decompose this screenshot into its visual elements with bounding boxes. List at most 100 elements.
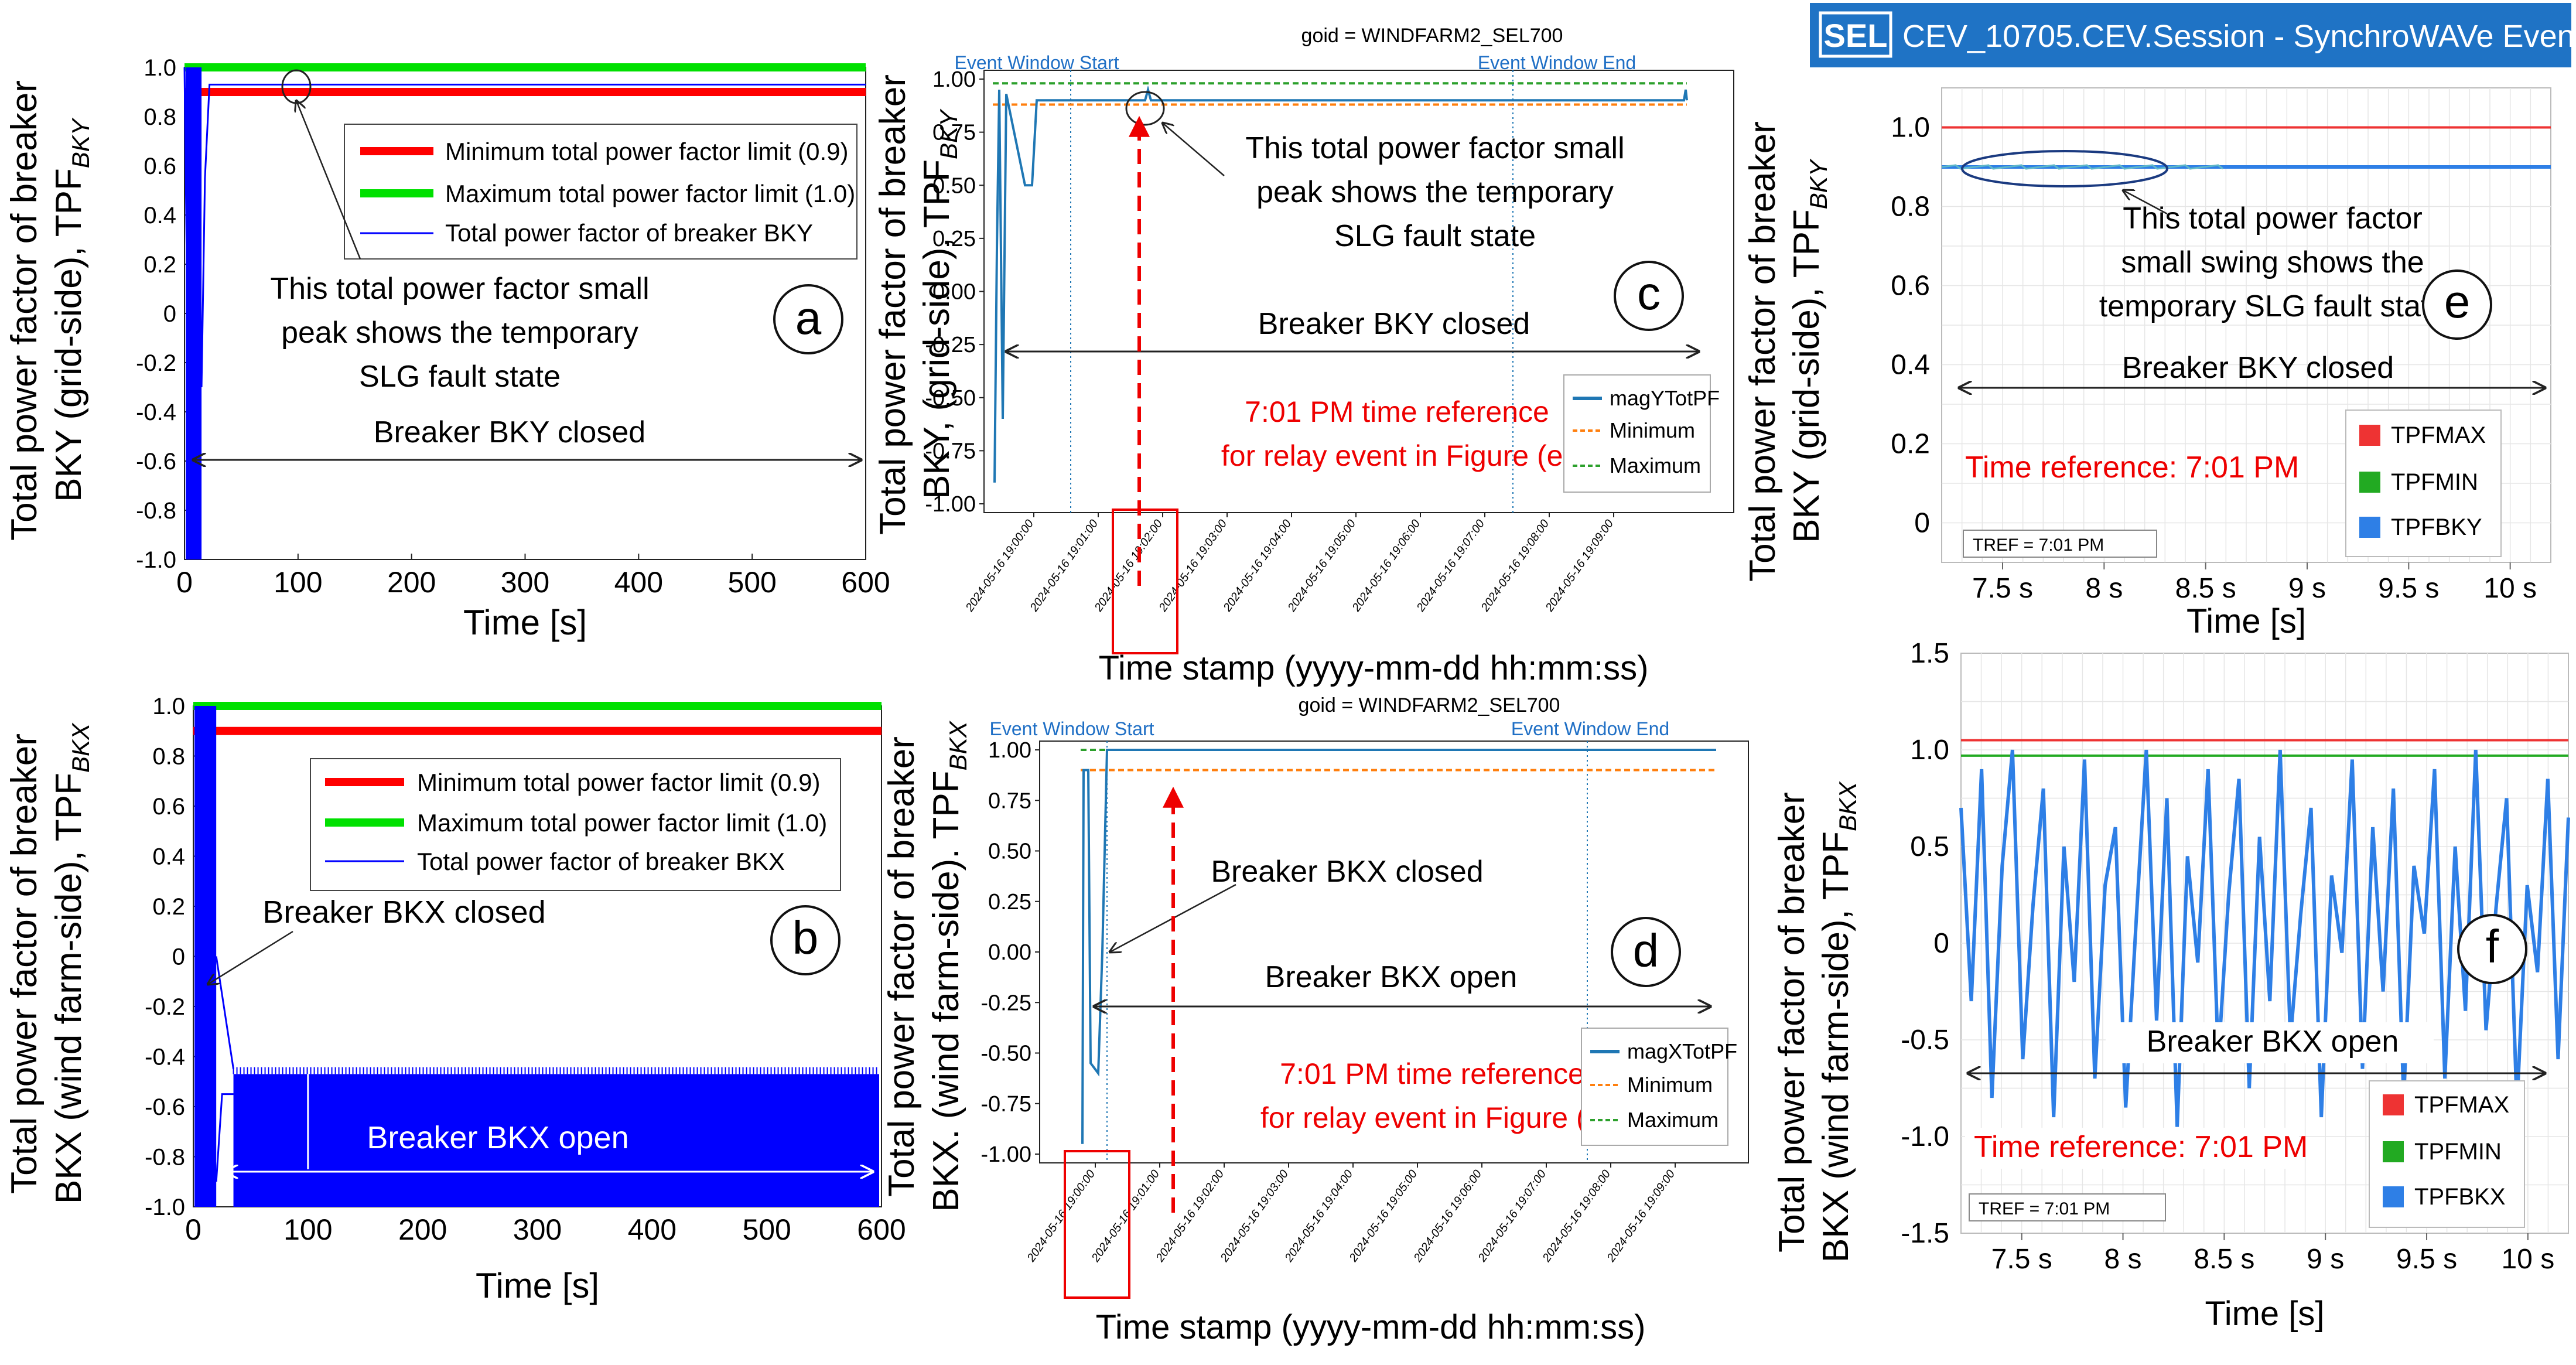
- panel-b-open-label: Breaker BKX open: [367, 1120, 628, 1155]
- e-x-tick-label: 9 s: [2288, 573, 2326, 604]
- panel-c-ylabel-2: BKY, (grid-side), TPFBKY: [917, 108, 962, 499]
- c-y-tick-label: 0.25: [932, 227, 976, 251]
- a-y-tick-label: -0.8: [136, 498, 176, 524]
- b-y-tick-label: -0.6: [145, 1094, 185, 1120]
- panel-a-annotation-1: This total power factor small: [270, 272, 649, 306]
- panel-d-ylabel-1: Total power factor of breaker: [882, 736, 922, 1197]
- panel-c-xlabel: Time stamp (yyyy-mm-dd hh:mm:ss): [1099, 649, 1649, 687]
- a-x-tick-label: 300: [501, 566, 549, 599]
- legend-a-min: Minimum total power factor limit (0.9): [445, 138, 849, 165]
- f-x-tick-label: 7.5 s: [1991, 1244, 2052, 1275]
- panel-e-annotation-2: small swing shows the: [2121, 245, 2424, 279]
- b-y-tick-label: 0.4: [152, 844, 185, 870]
- e-y-tick-label: 0.8: [1891, 192, 1930, 223]
- e-y-tick-label: 0.4: [1891, 350, 1930, 381]
- panel-b-closed-label: Breaker BKX closed: [262, 895, 545, 930]
- d-y-tick-label: -1.00: [980, 1142, 1031, 1167]
- d-x-tick-label: 2024-05-16 19:08:00: [1540, 1168, 1613, 1265]
- panel-f-open-label: Breaker BKX open: [2147, 1025, 2399, 1059]
- b-y-tick-label: 0.8: [152, 744, 185, 770]
- legend-e-signal: TPFBKY: [2391, 514, 2482, 540]
- b-y-tick-label: -0.8: [145, 1145, 185, 1171]
- panel-b-axes: 1.00.80.60.40.20-0.2-0.4-0.6-0.8-1.00 100…: [145, 694, 906, 1305]
- panel-c-letter: c: [1637, 267, 1661, 319]
- a-y-tick-label: 0.6: [144, 153, 176, 179]
- e-x-tick-label: 8 s: [2085, 573, 2123, 604]
- d-x-tick-label: 2024-05-16 19:02:00: [1153, 1168, 1226, 1265]
- panel-a-ylabel-2: BKY (grid-side), TPFBKY: [49, 117, 94, 502]
- c-y-tick-label: -0.25: [925, 333, 976, 357]
- c-x-tick-label: 2024-05-16 19:08:00: [1478, 517, 1552, 615]
- a-x-tick-label: 600: [841, 566, 890, 599]
- c-y-tick-label: 0.00: [932, 280, 976, 305]
- d-x-tick-label: 2024-05-16 19:01:00: [1089, 1168, 1162, 1265]
- f-x-tick-label: 8 s: [2104, 1244, 2142, 1275]
- b-signal-band: [233, 1074, 880, 1207]
- a-y-tick-label: -0.4: [136, 400, 176, 425]
- f-x-tick-label: 9.5 s: [2396, 1244, 2457, 1275]
- c-x-tick-label: 2024-05-16 19:07:00: [1414, 517, 1487, 615]
- legend-c-max: Maximum: [1610, 453, 1701, 477]
- e-x-tick-label: 9.5 s: [2378, 573, 2439, 604]
- c-y-tick-label: -0.50: [925, 386, 976, 411]
- b-y-tick-label: 0: [172, 944, 185, 970]
- a-xlabel: Time [s]: [463, 603, 587, 642]
- panel-a: Total power factor of breaker BKY (grid-…: [4, 55, 890, 642]
- d-x-tick-label: 2024-05-16 19:04:00: [1282, 1168, 1355, 1265]
- b-y-tick-label: 0.6: [152, 794, 185, 820]
- legend-a-max: Maximum total power factor limit (1.0): [445, 180, 855, 207]
- b-x-tick-label: 300: [513, 1213, 562, 1246]
- panel-f-letter: f: [2486, 920, 2499, 972]
- f-y-tick-label: 1.5: [1910, 638, 1949, 669]
- a-y-tick-label: -0.6: [136, 449, 176, 475]
- c-y-tick-label: 1.00: [932, 67, 976, 92]
- e-x-tick-label: 8.5 s: [2175, 573, 2236, 604]
- panel-c-legend: magYTotPF Minimum Maximum: [1563, 374, 1720, 493]
- b-x-tick-label: 200: [398, 1213, 447, 1246]
- a-y-tick-label: -1.0: [136, 547, 176, 573]
- panel-b-ylabel-2: BKX (wind farm-side), TPFBKX: [49, 722, 94, 1204]
- panel-c-event-end: Event Window End: [1478, 52, 1636, 73]
- d-y-tick-label: -0.50: [980, 1042, 1031, 1066]
- b-y-tick-label: -0.2: [145, 994, 185, 1020]
- panel-f: Total power factor of breaker BKX (wind …: [1772, 638, 2570, 1333]
- c-x-tick-label: 2024-05-16 19:05:00: [1285, 517, 1358, 615]
- e-y-tick-label: 0: [1914, 508, 1930, 539]
- legend-c-signal: magYTotPF: [1610, 386, 1720, 410]
- d-x-tick-label: 2024-05-16 19:05:00: [1347, 1168, 1420, 1265]
- panel-d-event-end: Event Window End: [1511, 718, 1669, 739]
- legend-d-min: Minimum: [1627, 1073, 1713, 1097]
- c-x-tick-label: 2024-05-16 19:01:00: [1027, 517, 1101, 615]
- panel-b-ylabel-1: Total power factor of breaker: [4, 733, 45, 1194]
- f-y-tick-label: -0.5: [1901, 1025, 1949, 1056]
- panel-c-closed-label: Breaker BKY closed: [1258, 307, 1530, 341]
- legend-b-max: Maximum total power factor limit (1.0): [417, 809, 827, 837]
- a-y-tick-label: 0.8: [144, 104, 176, 130]
- panel-d-event-start: Event Window Start: [990, 718, 1154, 739]
- b-y-tick-label: 0.2: [152, 894, 185, 920]
- window-title-bar[interactable]: [1810, 3, 2571, 67]
- panel-c-annotation-3: SLG fault state: [1334, 219, 1536, 253]
- f-x-tick-label: 10 s: [2501, 1244, 2554, 1275]
- panel-e-letter: e: [2444, 275, 2471, 327]
- a-y-tick-label: 1.0: [144, 55, 176, 81]
- e-x-tick-label: 10 s: [2483, 573, 2537, 604]
- b-signal-transition-2: [215, 1093, 234, 1182]
- panel-a-closed-label: Breaker BKY closed: [374, 415, 645, 449]
- a-y-tick-label: 0.2: [144, 252, 176, 278]
- a-x-tick-label: 0: [176, 566, 193, 599]
- panel-e-legend: TPFMAX TPFMIN TPFBKY: [2345, 409, 2502, 557]
- panel-c-ylabel-1: Total power factor of breaker: [873, 74, 913, 535]
- panel-a-ylabel-1: Total power factor of breaker: [4, 80, 45, 541]
- f-y-tick-label: 0.5: [1910, 831, 1949, 862]
- panel-f-tref: TREF = 7:01 PM: [1979, 1199, 2110, 1219]
- panel-f-ref: Time reference: 7:01 PM: [1974, 1130, 2308, 1164]
- d-y-tick-label: 0.50: [988, 840, 1031, 864]
- panel-d-title: goid = WINDFARM2_SEL700: [1299, 694, 1560, 716]
- d-x-tick-label: 2024-05-16 19:09:00: [1604, 1168, 1678, 1265]
- panel-a-legend: Minimum total power factor limit (0.9) M…: [344, 124, 857, 260]
- panel-d: goid = WINDFARM2_SEL700 Total power fact…: [882, 694, 1749, 1346]
- b-x-tick-label: 100: [283, 1213, 332, 1246]
- e-x-tick-label: 7.5 s: [1972, 573, 2033, 604]
- panel-b-letter: b: [792, 912, 819, 964]
